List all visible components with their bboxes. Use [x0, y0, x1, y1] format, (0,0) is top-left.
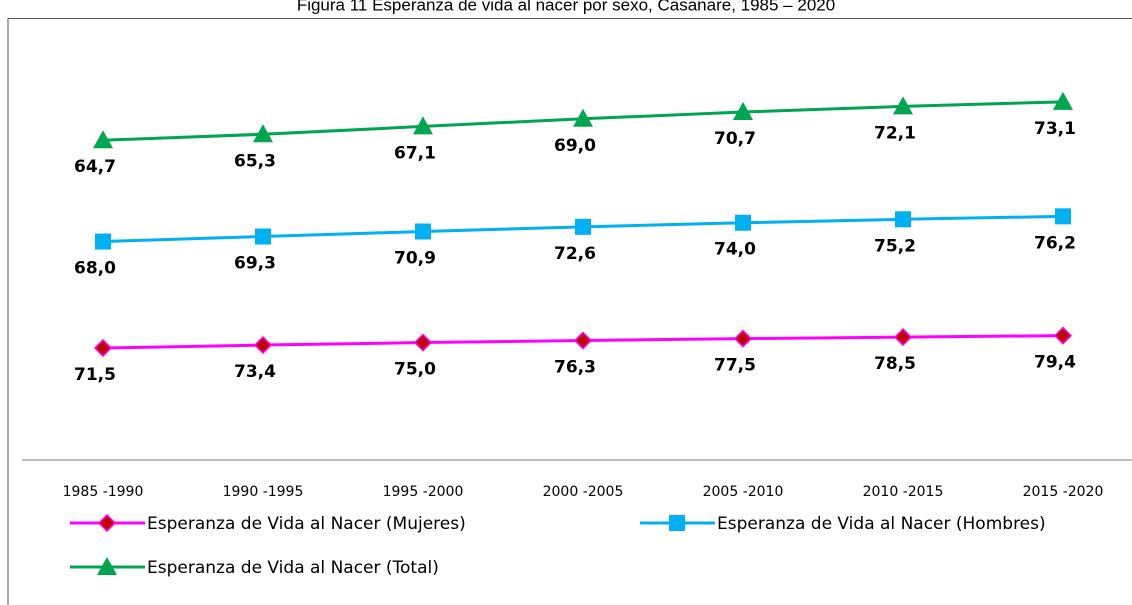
point — [573, 108, 593, 127]
point — [893, 328, 913, 347]
data-label: 72,6 — [554, 244, 596, 264]
legend-marker — [669, 515, 685, 531]
x-tick-label: 1995 -2000 — [383, 484, 464, 500]
point — [255, 228, 271, 245]
point — [413, 116, 433, 135]
point — [575, 218, 591, 235]
x-tick-label: 1990 -1995 — [223, 484, 304, 500]
data-label: 75,0 — [394, 360, 436, 380]
data-label: 64,7 — [74, 157, 116, 177]
x-tick-label: 1985 -1990 — [63, 484, 144, 500]
point — [93, 338, 113, 358]
data-label: 76,2 — [1034, 233, 1076, 253]
data-label: 67,1 — [394, 143, 436, 163]
point — [253, 124, 273, 143]
legend-marker — [97, 557, 117, 575]
point — [415, 223, 431, 240]
data-label: 69,3 — [234, 254, 276, 274]
data-label: 79,4 — [1034, 353, 1076, 373]
point — [893, 96, 913, 115]
data-label: 68,0 — [74, 259, 116, 279]
point — [735, 214, 751, 231]
legend-marker — [97, 513, 117, 533]
point — [253, 335, 273, 355]
point — [1055, 208, 1071, 225]
legend-label: Esperanza de Vida al Nacer (Hombres) — [717, 514, 1046, 534]
data-label: 76,3 — [554, 358, 596, 378]
data-label: 73,1 — [1034, 119, 1076, 139]
point — [895, 211, 911, 228]
chart-border — [7, 18, 1132, 605]
legend-label: Esperanza de Vida al Nacer (Mujeres) — [147, 514, 466, 534]
point — [1053, 326, 1073, 345]
legend-label: Esperanza de Vida al Nacer (Total) — [147, 558, 439, 578]
x-tick-label: 2015 -2020 — [1023, 484, 1104, 500]
point — [733, 102, 753, 121]
x-tick-label: 2000 -2005 — [543, 484, 624, 500]
data-label: 78,5 — [874, 354, 916, 374]
data-label: 65,3 — [234, 151, 276, 171]
point — [1053, 91, 1073, 110]
data-label: 72,1 — [874, 123, 916, 143]
point — [413, 333, 433, 352]
point — [733, 329, 753, 348]
chart-title: Figura 11 Esperanza de vida al nacer por… — [297, 0, 835, 14]
point — [93, 130, 113, 149]
x-tick-label: 2010 -2015 — [863, 484, 944, 500]
x-tick-label: 2005 -2010 — [703, 484, 784, 500]
data-label: 70,9 — [394, 249, 436, 269]
data-label: 75,2 — [874, 236, 916, 256]
data-label: 71,5 — [74, 365, 116, 385]
data-label: 77,5 — [714, 356, 756, 376]
data-label: 74,0 — [714, 240, 756, 260]
data-label: 73,4 — [234, 362, 276, 382]
point — [573, 331, 593, 350]
data-label: 70,7 — [714, 129, 756, 149]
data-label: 69,0 — [554, 136, 596, 156]
point — [95, 233, 111, 250]
